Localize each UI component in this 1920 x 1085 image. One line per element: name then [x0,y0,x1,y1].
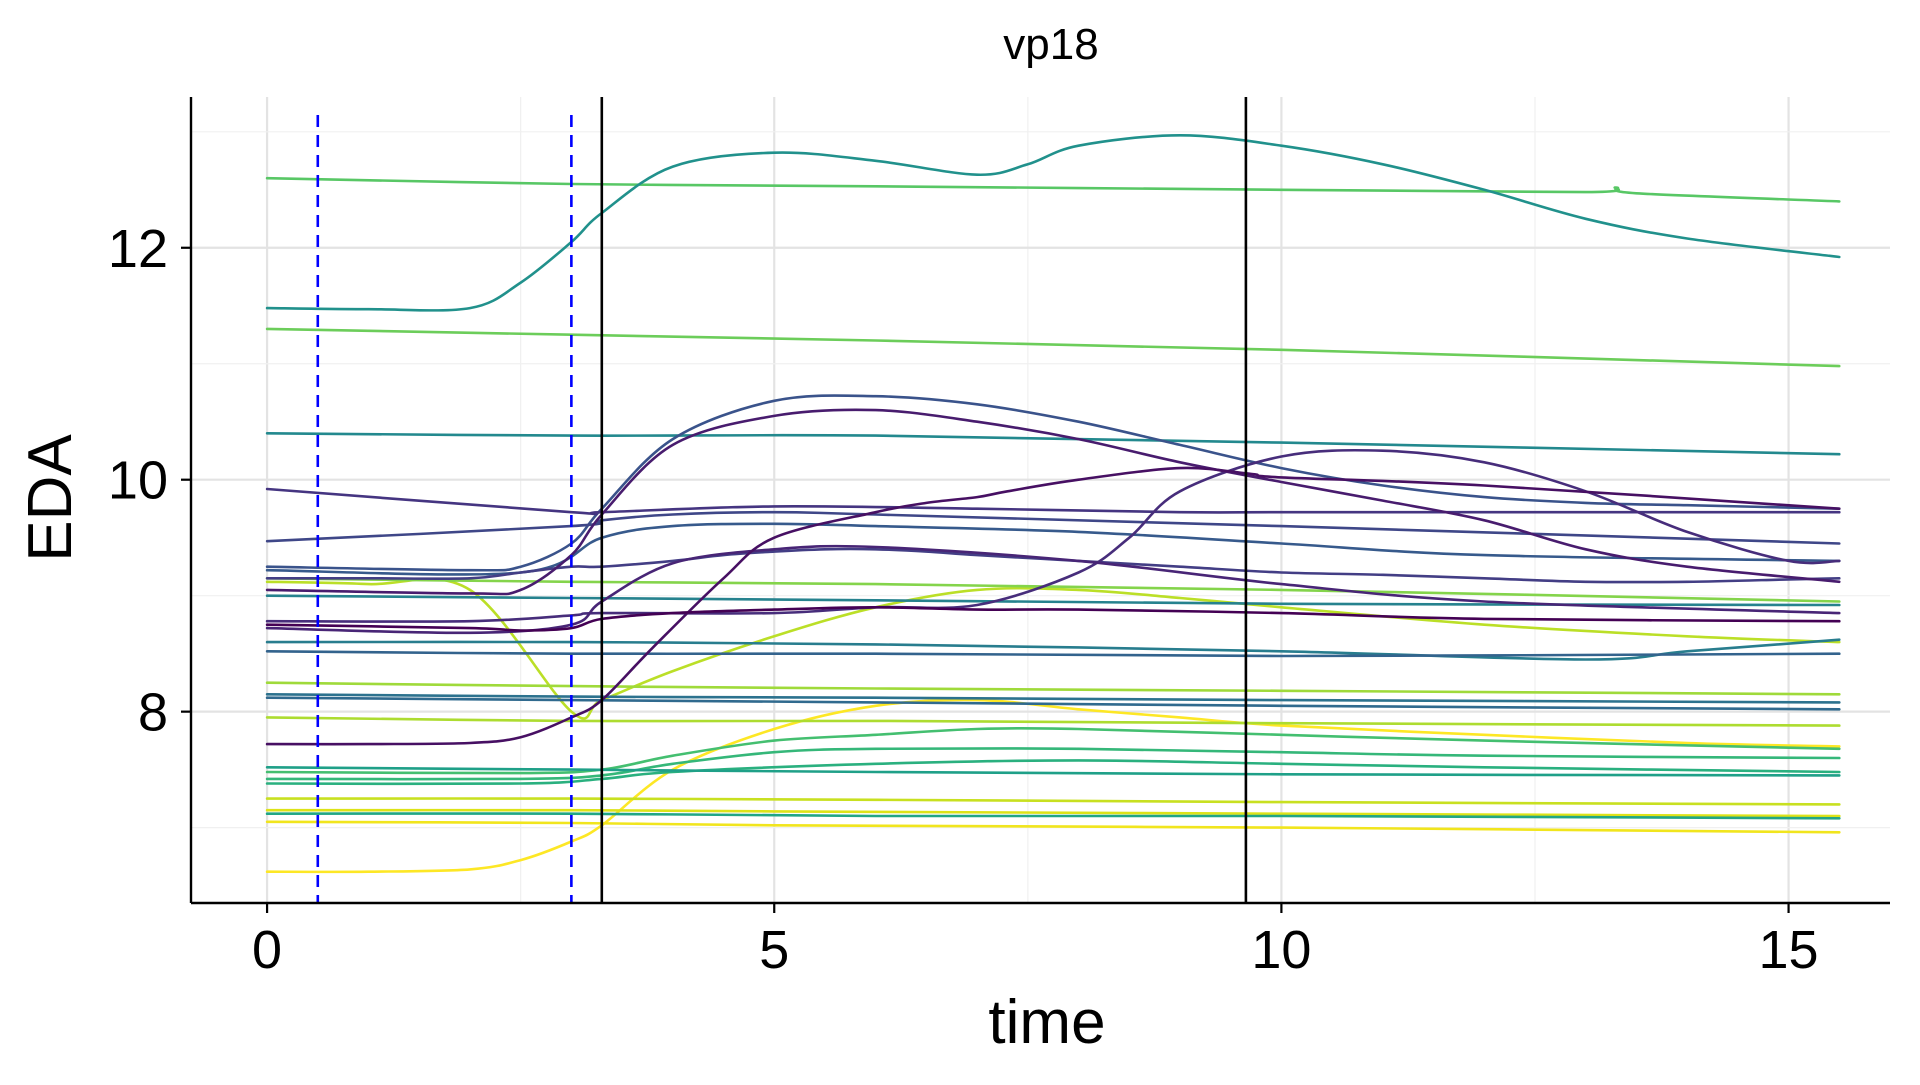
axes [189,97,1890,905]
series-line-26 [265,547,1841,584]
series-line-20 [265,693,1841,704]
series-line-11 [265,727,1841,775]
series-line-12 [265,747,1841,781]
series-line-6 [265,716,1841,727]
series-line-19 [265,638,1841,661]
y-tick-label: 12 [108,219,168,279]
series-line-32 [265,606,1841,632]
series-line-9 [265,327,1841,368]
chart-title: vp18 [1003,20,1098,69]
series-line-7 [265,681,1841,696]
series-line-31 [265,466,1841,746]
series-line-2 [265,820,1841,834]
series-line-17 [265,432,1841,456]
series-line-30 [265,408,1841,596]
y-tick-label: 10 [108,451,168,511]
series-line-23 [265,522,1841,576]
x-tick-label: 5 [759,920,789,980]
series-line-16 [265,134,1841,312]
series-line-27 [265,487,1841,516]
x-tick-label: 10 [1251,920,1311,980]
series-line-21 [265,696,1841,711]
series-layer [265,134,1841,874]
x-tick-label: 15 [1759,920,1819,980]
grid [191,97,1890,903]
series-line-10 [265,176,1841,203]
series-line-25 [265,510,1841,545]
reference-lines [316,97,1248,903]
series-line-15 [265,766,1841,777]
series-line-14 [265,812,1841,820]
series-line-24 [265,394,1841,572]
series-line-3 [265,808,1841,818]
x-axis-label: time [988,988,1105,1057]
ticks: 0 5 10 15 8 10 12 [108,219,1819,980]
series-line-4 [265,797,1841,806]
series-line-8 [265,577,1841,603]
y-tick-label: 8 [138,683,168,743]
x-tick-label: 0 [252,920,282,980]
y-axis-label: EDA [16,434,85,562]
series-line-22 [265,650,1841,658]
series-line-13 [265,759,1841,786]
